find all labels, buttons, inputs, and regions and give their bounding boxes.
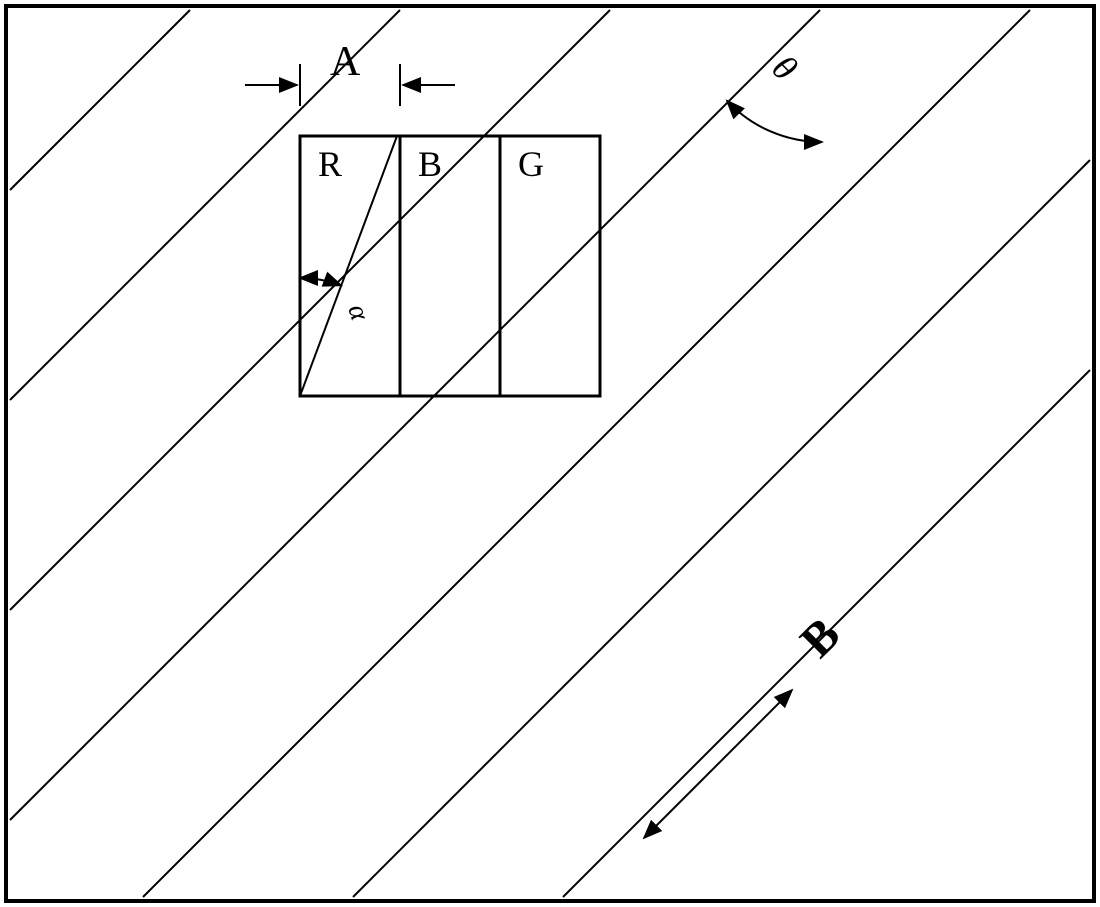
- pixel-box: RBG: [300, 136, 600, 396]
- pixel-cell-label: G: [518, 144, 544, 184]
- angle-theta: θ: [727, 47, 822, 142]
- diagonal-line: [10, 10, 820, 820]
- pixel-outline: [300, 136, 600, 396]
- dimension-b: B: [644, 608, 850, 838]
- theta-arc: [727, 101, 822, 142]
- theta-label: θ: [764, 47, 805, 88]
- alpha-ray: [300, 136, 397, 396]
- alpha-label: α: [341, 301, 375, 326]
- pixel-cell-label: B: [418, 144, 442, 184]
- dim-b-line: [644, 690, 792, 838]
- diagonal-line: [10, 10, 190, 190]
- canvas-border: [6, 6, 1094, 901]
- pixel-cell-label: R: [318, 144, 342, 184]
- dimension-a: A: [245, 39, 455, 106]
- alpha-arc: [300, 278, 341, 285]
- dim-a-label: A: [330, 39, 361, 85]
- dim-b-label: B: [790, 608, 850, 668]
- angle-alpha: α: [300, 136, 397, 396]
- diagonal-line: [353, 160, 1090, 897]
- diagonal-line: [143, 10, 1030, 897]
- diagonal-hatch: [10, 10, 1090, 897]
